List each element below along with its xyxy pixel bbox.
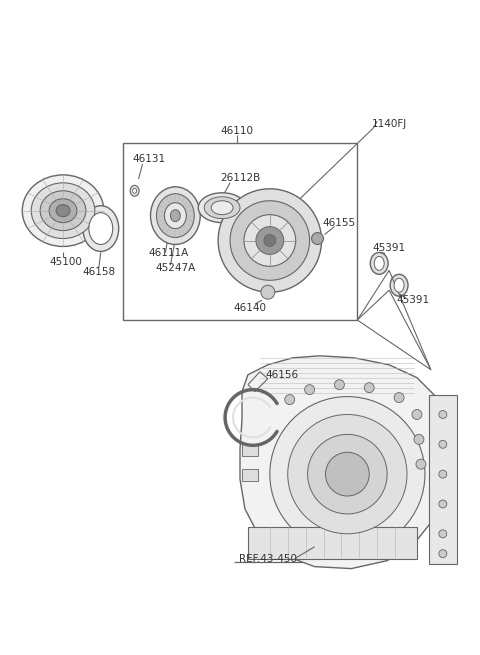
Ellipse shape: [31, 183, 95, 238]
Bar: [242, 444, 258, 457]
Bar: [242, 469, 258, 481]
Text: 45391: 45391: [396, 295, 430, 305]
Circle shape: [439, 500, 447, 508]
Text: 46110: 46110: [220, 126, 253, 136]
Circle shape: [364, 383, 374, 392]
Ellipse shape: [198, 193, 246, 223]
Text: 46155: 46155: [323, 217, 356, 227]
Circle shape: [439, 470, 447, 478]
Circle shape: [218, 189, 322, 292]
Polygon shape: [240, 356, 449, 569]
Text: 46111A: 46111A: [148, 248, 189, 259]
Circle shape: [416, 459, 426, 469]
Circle shape: [394, 392, 404, 403]
Circle shape: [325, 452, 369, 496]
Circle shape: [270, 396, 425, 552]
Ellipse shape: [22, 175, 104, 246]
Circle shape: [439, 411, 447, 419]
Ellipse shape: [394, 278, 404, 292]
Circle shape: [256, 227, 284, 254]
Ellipse shape: [132, 188, 137, 193]
Ellipse shape: [56, 205, 70, 217]
Circle shape: [230, 200, 310, 280]
Circle shape: [288, 415, 407, 534]
Text: 1140FJ: 1140FJ: [372, 119, 407, 129]
Circle shape: [261, 285, 275, 299]
Circle shape: [412, 409, 422, 419]
Text: 46131: 46131: [132, 154, 165, 164]
Bar: [429, 394, 457, 563]
Ellipse shape: [151, 187, 200, 244]
Ellipse shape: [83, 206, 119, 252]
Circle shape: [439, 550, 447, 557]
Circle shape: [439, 440, 447, 448]
Circle shape: [308, 434, 387, 514]
Ellipse shape: [156, 194, 194, 238]
Circle shape: [305, 384, 314, 394]
Text: 46158: 46158: [82, 267, 115, 277]
Circle shape: [414, 434, 424, 444]
Ellipse shape: [204, 196, 240, 219]
Ellipse shape: [40, 191, 86, 231]
Circle shape: [264, 234, 276, 246]
Ellipse shape: [374, 256, 384, 271]
Text: 26112B: 26112B: [220, 173, 260, 183]
Text: 46156: 46156: [265, 369, 298, 380]
Bar: [123, 143, 357, 320]
Circle shape: [439, 530, 447, 538]
Circle shape: [312, 233, 324, 244]
Text: 45391: 45391: [372, 244, 406, 253]
Circle shape: [285, 394, 295, 405]
Text: 45247A: 45247A: [156, 263, 196, 273]
Ellipse shape: [49, 198, 77, 223]
Bar: [248, 527, 417, 559]
Ellipse shape: [130, 185, 139, 196]
Ellipse shape: [390, 274, 408, 296]
Ellipse shape: [165, 203, 186, 229]
Text: 45100: 45100: [49, 257, 82, 267]
Ellipse shape: [370, 252, 388, 274]
Ellipse shape: [89, 213, 113, 244]
Circle shape: [335, 380, 344, 390]
Text: REF.43-450: REF.43-450: [239, 553, 297, 564]
Text: 46140: 46140: [233, 303, 266, 313]
Circle shape: [244, 215, 296, 267]
Ellipse shape: [211, 200, 233, 215]
Ellipse shape: [170, 210, 180, 221]
